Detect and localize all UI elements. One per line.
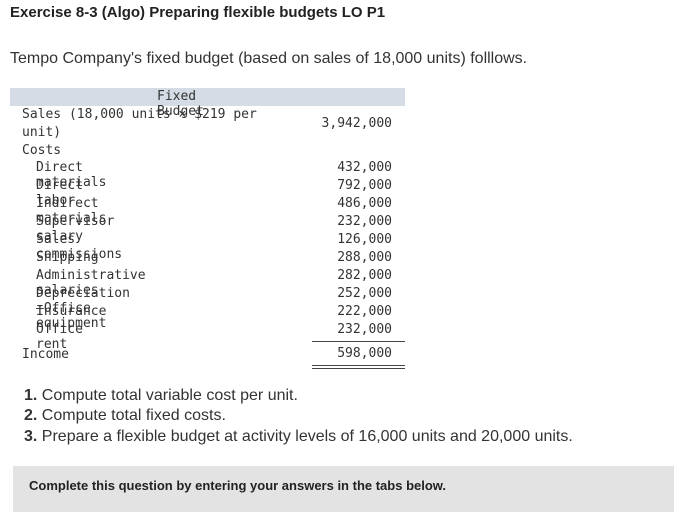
header-bg [10,88,405,106]
instruction-box: Complete this question by entering your … [13,466,674,512]
row-value: 222,000 [337,304,392,319]
question: 3. Prepare a flexible budget at activity… [24,427,573,447]
question-number: 3. [24,428,38,445]
double-rule [312,365,405,369]
row-value: 432,000 [337,160,392,175]
row-label: Supervisor salary [36,214,115,244]
row-value: 598,000 [337,346,392,361]
row-value: 792,000 [337,178,392,193]
rule [312,341,405,342]
row-value: 3,942,000 [321,116,392,131]
question-number: 2. [24,407,38,424]
row-value: 232,000 [337,214,392,229]
row-value: 126,000 [337,232,392,247]
row-value: 486,000 [337,196,392,211]
question-text: Compute total variable cost per unit. [41,387,298,404]
question-number: 1. [24,387,38,404]
row-label: Indirect materials [36,196,107,226]
row-value: 282,000 [337,268,392,283]
question: 2. Compute total fixed costs. [24,406,573,426]
row-label: Administrative salaries [36,268,146,298]
row-label: Sales (18,000 units × $219 per unit) [22,107,257,140]
row-value: 232,000 [337,322,392,337]
row-label: Depreciation—Office equipment [36,286,130,331]
intro: Tempo Company's fixed budget (based on s… [10,50,528,67]
row-label: Direct materials [36,160,107,190]
row-label: Direct labor [36,178,83,208]
instruction: Complete this question by entering your … [29,478,447,493]
questions: 1. Compute total variable cost per unit.… [24,386,573,447]
question: 1. Compute total variable cost per unit. [24,386,573,406]
row-label: Sales commissions [36,232,123,262]
row-label: Income [22,347,69,362]
row-label: Office rent [36,322,83,352]
row-label: Shipping [36,250,99,265]
question-text: Prepare a flexible budget at activity le… [41,428,573,445]
row-value: 288,000 [337,250,392,265]
title: Exercise 8-3 (Algo) Preparing flexible b… [10,4,386,21]
row-value: 252,000 [337,286,392,301]
column-header: Fixed Budget [157,89,204,119]
section-label: Costs [22,143,62,158]
row-label: Insurance [36,304,107,319]
question-text: Compute total fixed costs. [41,407,226,424]
